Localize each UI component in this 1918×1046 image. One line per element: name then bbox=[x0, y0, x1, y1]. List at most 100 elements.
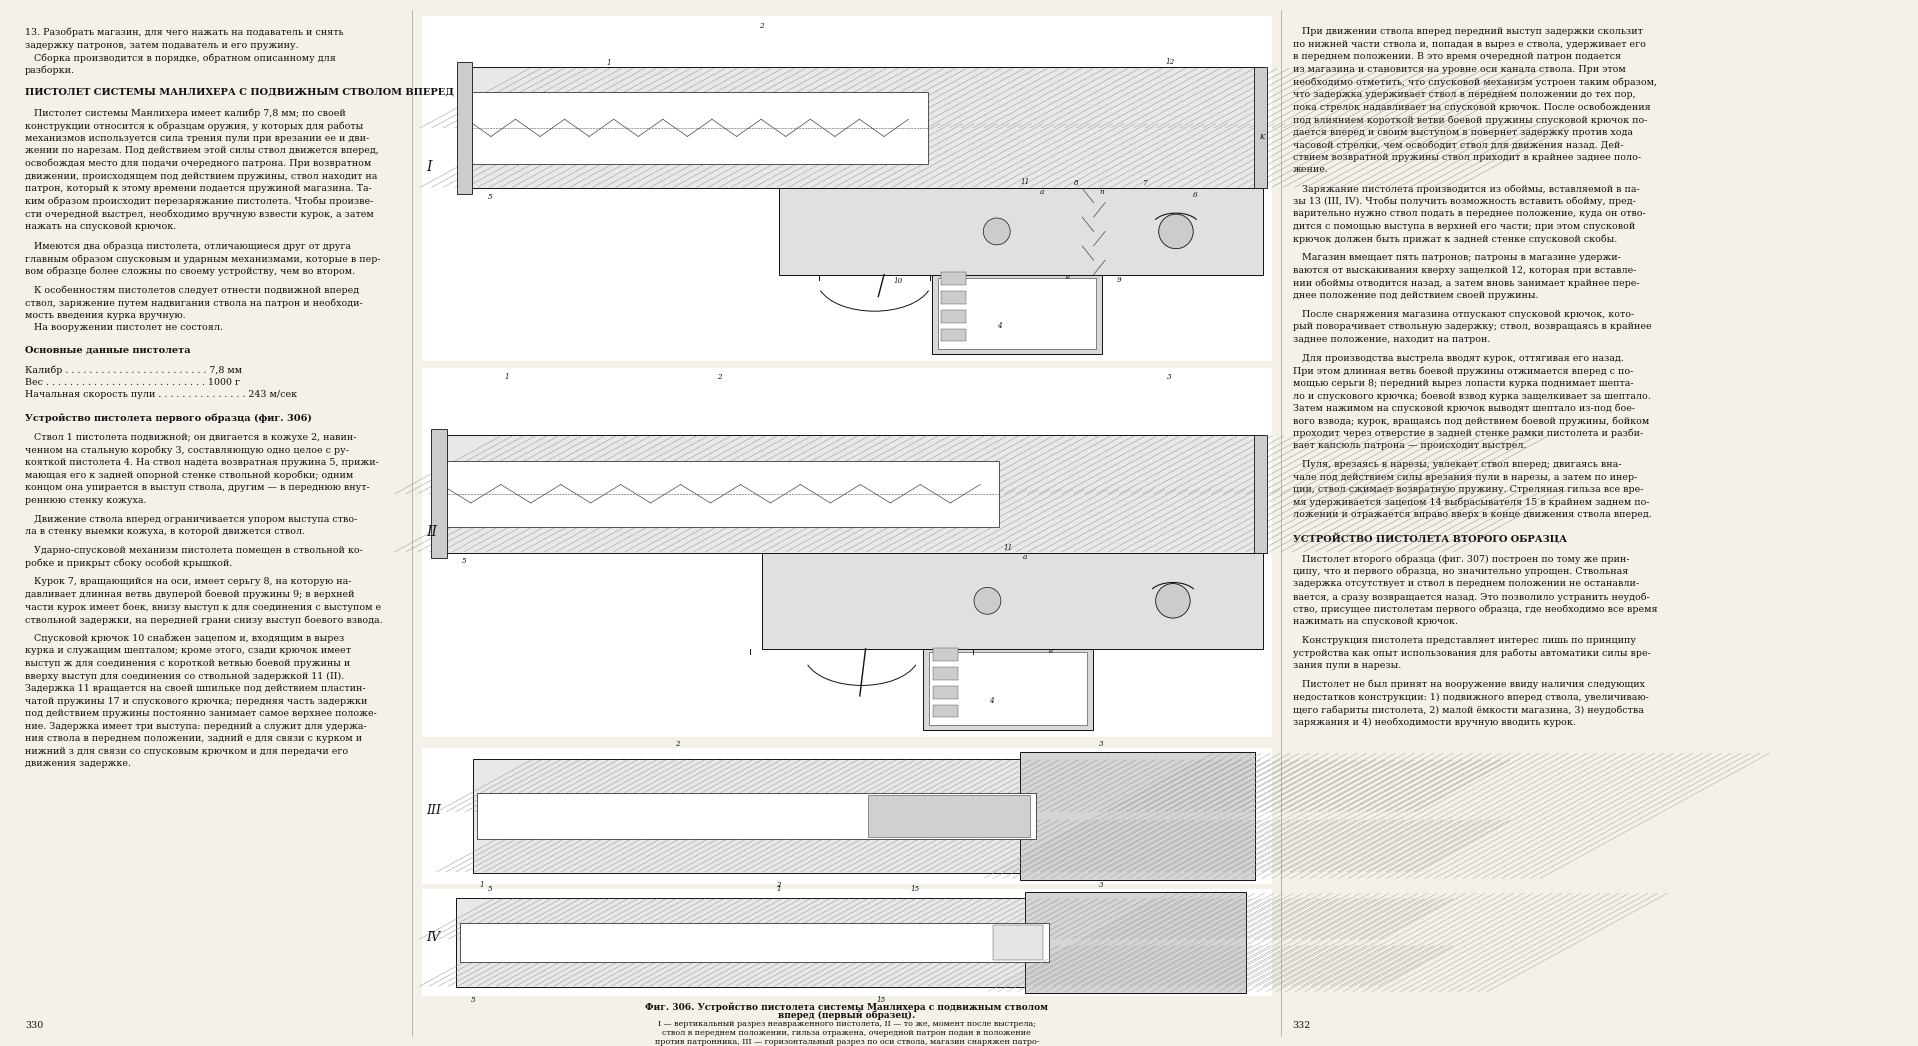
Text: K: K bbox=[1260, 133, 1264, 140]
Text: Сборка производится в порядке, обратном описанному для: Сборка производится в порядке, обратном … bbox=[25, 53, 336, 63]
Bar bbox=[923, 649, 1093, 730]
Text: кояткой пистолета 4. На ствол надета возвратная пружина 5, прижи-: кояткой пистолета 4. На ствол надета воз… bbox=[25, 458, 380, 468]
Text: жении по нарезам. Под действием этой силы ствол движется вперед,: жении по нарезам. Под действием этой сил… bbox=[25, 146, 378, 156]
Bar bbox=[994, 926, 1043, 959]
Text: После снаряжения магазина отпускают спусковой крючок, кото-: После снаряжения магазина отпускают спус… bbox=[1293, 310, 1634, 319]
Text: Затем нажимом на спусковой крючок выводят шептало из-под бое-: Затем нажимом на спусковой крючок выводя… bbox=[1293, 404, 1634, 413]
Text: II: II bbox=[426, 525, 437, 539]
Text: 13. Разобрать магазин, для чего нажать на подаватель и снять: 13. Разобрать магазин, для чего нажать н… bbox=[25, 27, 343, 37]
Text: 4: 4 bbox=[990, 697, 994, 705]
Text: 4: 4 bbox=[997, 322, 1001, 331]
Text: патрон, который к этому времени подается пружиной магазина. Та-: патрон, который к этому времени подается… bbox=[25, 184, 372, 194]
Text: e: e bbox=[1066, 273, 1070, 280]
Text: Начальная скорость пули . . . . . . . . . . . . . . . 243 м/сек: Начальная скорость пули . . . . . . . . … bbox=[25, 390, 297, 400]
Text: Устройство пистолета первого образца (фиг. 306): Устройство пистолета первого образца (фи… bbox=[25, 413, 313, 423]
Ellipse shape bbox=[1158, 214, 1193, 249]
Bar bbox=[942, 328, 967, 341]
Text: движения задержке.: движения задержке. bbox=[25, 759, 130, 769]
Text: концом она упирается в выступ ствола, другим — в переднюю внут-: концом она упирается в выступ ствола, др… bbox=[25, 483, 370, 493]
Text: 3: 3 bbox=[1168, 372, 1172, 381]
Text: вает капсюль патрона — происходит выстрел.: вает капсюль патрона — происходит выстре… bbox=[1293, 441, 1527, 451]
Text: заряжания и 4) необходимости вручную вводить курок.: заряжания и 4) необходимости вручную вво… bbox=[1293, 718, 1575, 727]
Text: давливает длинная ветвь двуперой боевой пружины 9; в верхней: давливает длинная ветвь двуперой боевой … bbox=[25, 590, 355, 599]
Text: Движение ствола вперед ограничивается упором выступа ство-: Движение ствола вперед ограничивается уп… bbox=[25, 515, 357, 524]
Text: реннюю стенку кожуха.: реннюю стенку кожуха. bbox=[25, 496, 146, 505]
Text: ции, ствол сжимает возвратную пружину. Стреляная гильза все вре-: ции, ствол сжимает возвратную пружину. С… bbox=[1293, 485, 1644, 495]
Text: Калибр . . . . . . . . . . . . . . . . . . . . . . . . 7,8 мм: Калибр . . . . . . . . . . . . . . . . .… bbox=[25, 365, 242, 374]
Text: варительно нужно ствол подать в переднее положение, куда он отво-: варительно нужно ствол подать в переднее… bbox=[1293, 209, 1646, 219]
Ellipse shape bbox=[1157, 584, 1191, 618]
Text: 5: 5 bbox=[462, 558, 466, 565]
Text: зы 13 (III, IV). Чтобы получить возможность вставить обойму, пред-: зы 13 (III, IV). Чтобы получить возможно… bbox=[1293, 197, 1636, 206]
Text: днее положение под действием своей пружины.: днее положение под действием своей пружи… bbox=[1293, 291, 1538, 300]
Text: e: e bbox=[1049, 646, 1053, 655]
Bar bbox=[761, 552, 1264, 649]
Bar bbox=[474, 758, 1254, 873]
Text: ло и спускового крючка; боевой взвод курка защелкивает за шептало.: ло и спускового крючка; боевой взвод кур… bbox=[1293, 391, 1651, 401]
Text: 9: 9 bbox=[1116, 276, 1120, 283]
Ellipse shape bbox=[984, 218, 1011, 245]
Text: ние. Задержка имеет три выступа: передний а служит для удержа-: ние. Задержка имеет три выступа: передни… bbox=[25, 722, 366, 731]
Text: Ствол 1 пистолета подвижной; он двигается в кожухе 2, навин-: Ствол 1 пистолета подвижной; он двигаетс… bbox=[25, 433, 357, 442]
Text: ство, присущее пистолетам первого образца, где необходимо все время: ство, присущее пистолетам первого образц… bbox=[1293, 605, 1657, 614]
Text: 11: 11 bbox=[1020, 178, 1030, 186]
Text: робке и прикрыт сбоку особой крышкой.: робке и прикрыт сбоку особой крышкой. bbox=[25, 559, 232, 568]
Text: мощью серьги 8; передний вырез лопасти курка поднимает шепта-: мощью серьги 8; передний вырез лопасти к… bbox=[1293, 379, 1634, 388]
Text: a: a bbox=[1040, 188, 1045, 197]
Text: рый поворачивает ствольную задержку; ствол, возвращаясь в крайнее: рый поворачивает ствольную задержку; ств… bbox=[1293, 322, 1651, 332]
Text: по нижней части ствола и, попадая в вырез е ствола, удерживает его: по нижней части ствола и, попадая в выре… bbox=[1293, 40, 1646, 49]
Text: часовой стрелки, чем освободит ствол для движения назад. Дей-: часовой стрелки, чем освободит ствол для… bbox=[1293, 140, 1623, 150]
Text: нижний з для связи со спусковым крючком и для передачи его: нижний з для связи со спусковым крючком … bbox=[25, 747, 347, 756]
Text: вверху выступ для соединения со ствольной задержкой 11 (II).: вверху выступ для соединения со ствольно… bbox=[25, 672, 343, 681]
Text: При этом длинная ветвь боевой пружины отжимается вперед с по-: При этом длинная ветвь боевой пружины от… bbox=[1293, 366, 1632, 376]
Bar bbox=[456, 63, 472, 194]
Text: выступ ж для соединения с короткой ветвью боевой пружины и: выступ ж для соединения с короткой ветвь… bbox=[25, 659, 351, 668]
Text: 8: 8 bbox=[1074, 179, 1078, 187]
Bar bbox=[422, 889, 1272, 996]
Text: ципу, что и первого образца, но значительно упрощен. Ствольная: ципу, что и первого образца, но значител… bbox=[1293, 567, 1628, 576]
Text: чале под действием силы врезания пули в нарезы, а затем по инер-: чале под действием силы врезания пули в … bbox=[1293, 473, 1638, 482]
Text: ченном на стальную коробку 3, составляющую одно целое с ру-: ченном на стальную коробку 3, составляющ… bbox=[25, 446, 349, 455]
Text: 12: 12 bbox=[1164, 59, 1174, 66]
Text: ния ствола в переднем положении, задний е для связи с курком и: ния ствола в переднем положении, задний … bbox=[25, 734, 363, 744]
Text: a: a bbox=[1022, 553, 1028, 561]
Text: разборки.: разборки. bbox=[25, 66, 75, 75]
Text: дается вперед и своим выступом в повернет задержку против хода: дается вперед и своим выступом в поверне… bbox=[1293, 128, 1632, 137]
Text: 332: 332 bbox=[1293, 1021, 1312, 1030]
Text: К особенностям пистолетов следует отнести подвижной вперед: К особенностям пистолетов следует отнест… bbox=[25, 286, 359, 295]
Text: 5: 5 bbox=[470, 996, 476, 1004]
Text: Пуля, врезаясь в нарезы, увлекает ствол вперед; двигаясь вна-: Пуля, врезаясь в нарезы, увлекает ствол … bbox=[1293, 460, 1621, 470]
Bar bbox=[938, 277, 1095, 348]
Ellipse shape bbox=[974, 588, 1001, 614]
Text: вается, а сразу возвращается назад. Это позволило устранить неудоб-: вается, а сразу возвращается назад. Это … bbox=[1293, 592, 1649, 601]
Text: ким образом происходит перезаряжание пистолета. Чтобы произве-: ким образом происходит перезаряжание пис… bbox=[25, 197, 374, 206]
Text: Пистолет системы Манлихера имеет калибр 7,8 мм; по своей: Пистолет системы Манлихера имеет калибр … bbox=[25, 109, 345, 118]
Bar bbox=[928, 652, 1088, 725]
Text: Спусковой крючок 10 снабжен зацепом и, входящим в вырез: Спусковой крючок 10 снабжен зацепом и, в… bbox=[25, 634, 343, 643]
Text: Для производства выстрела вводят курок, оттягивая его назад.: Для производства выстрела вводят курок, … bbox=[1293, 354, 1625, 363]
Text: ствол, заряжение путем надвигания ствола на патрон и необходи-: ствол, заряжение путем надвигания ствола… bbox=[25, 298, 363, 308]
Text: Пистолет второго образца (фиг. 307) построен по тому же прин-: Пистолет второго образца (фиг. 307) пост… bbox=[1293, 554, 1628, 564]
Text: На вооружении пистолет не состоял.: На вооружении пистолет не состоял. bbox=[25, 323, 222, 333]
Text: n: n bbox=[1099, 188, 1105, 197]
Text: в переднем положении. В это время очередной патрон подается: в переднем положении. В это время очеред… bbox=[1293, 52, 1621, 62]
Text: III: III bbox=[426, 804, 441, 817]
Text: чатой пружины 17 и спускового крючка; передняя часть задержки: чатой пружины 17 и спускового крючка; пе… bbox=[25, 697, 368, 706]
Text: что задержка удерживает ствол в переднем положении до тех пор,: что задержка удерживает ствол в переднем… bbox=[1293, 90, 1636, 99]
Text: мающая его к задней опорной стенке ствольной коробки; одним: мающая его к задней опорной стенке ствол… bbox=[25, 471, 353, 480]
Bar bbox=[478, 793, 1036, 839]
Bar bbox=[869, 795, 1030, 837]
Text: IV: IV bbox=[426, 931, 439, 943]
Text: дится с помощью выступа в верхней его части; при этом спусковой: дится с помощью выступа в верхней его ча… bbox=[1293, 222, 1634, 231]
Text: движении, происходящем под действием пружины, ствол находит на: движении, происходящем под действием пру… bbox=[25, 172, 378, 181]
Text: необходимо отметить, что спусковой механизм устроен таким образом,: необходимо отметить, что спусковой механ… bbox=[1293, 77, 1657, 87]
Bar bbox=[422, 16, 1272, 361]
Text: УСТРОЙСТВО ПИСТОЛЕТА ВТОРОГО ОБРАЗЦА: УСТРОЙСТВО ПИСТОЛЕТА ВТОРОГО ОБРАЗЦА bbox=[1293, 533, 1567, 545]
Bar bbox=[422, 368, 1272, 737]
Text: 10: 10 bbox=[894, 277, 901, 285]
Text: жение.: жение. bbox=[1293, 165, 1329, 175]
Text: ваются от выскакивания кверху защелкой 12, которая при вставле-: ваются от выскакивания кверху защелкой 1… bbox=[1293, 266, 1636, 275]
Text: 15: 15 bbox=[877, 996, 886, 1004]
Text: ствол в переднем положении, гильза отражена, очередной патрон подан в положение: ствол в переднем положении, гильза отраж… bbox=[662, 1029, 1032, 1037]
Text: 5: 5 bbox=[487, 192, 493, 201]
